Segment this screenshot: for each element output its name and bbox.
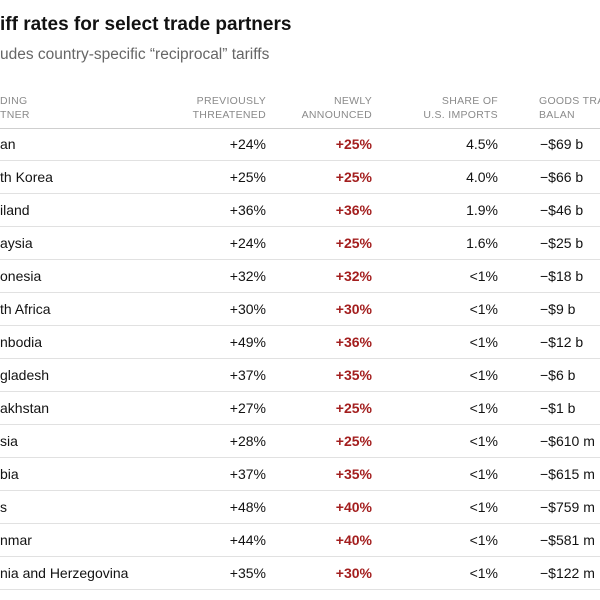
trade-balance: −$6 b bbox=[540, 367, 576, 383]
previous-rate: +44% bbox=[229, 532, 266, 548]
import-share: <1% bbox=[469, 499, 498, 515]
trade-balance: −$615 m bbox=[540, 466, 595, 482]
new-rate: +36% bbox=[335, 202, 372, 218]
new-rate: +30% bbox=[335, 301, 372, 317]
trade-balance: −$122 m bbox=[540, 565, 595, 581]
trade-balance: −$581 m bbox=[540, 532, 595, 548]
trade-balance: −$12 b bbox=[540, 334, 584, 350]
partner-name: akhstan bbox=[0, 400, 50, 416]
table-row: nmar +44% +40% <1% −$581 m bbox=[0, 524, 600, 557]
table-row: th Korea +25% +25% 4.0% −$66 b bbox=[0, 161, 600, 194]
table-title: iff rates for select trade partners bbox=[0, 14, 292, 35]
import-share: <1% bbox=[469, 433, 498, 449]
trade-balance: −$9 b bbox=[540, 301, 576, 317]
new-rate: +35% bbox=[335, 367, 372, 383]
table-body: an +24% +25% 4.5% −$69 b th Korea +25% +… bbox=[0, 128, 600, 590]
partner-name: an bbox=[0, 136, 16, 152]
import-share: <1% bbox=[469, 466, 498, 482]
header-divider bbox=[0, 128, 600, 129]
table-row: s +48% +40% <1% −$759 m bbox=[0, 491, 600, 524]
previous-rate: +49% bbox=[229, 334, 266, 350]
import-share: 1.9% bbox=[466, 202, 498, 218]
previous-rate: +27% bbox=[229, 400, 266, 416]
column-header-goods-trade-balance: GOODS TRA BALAN bbox=[539, 95, 600, 121]
column-header-trading-partner: DING TNER bbox=[0, 95, 30, 121]
partner-name: bia bbox=[0, 466, 19, 482]
partner-name: gladesh bbox=[0, 367, 50, 383]
partner-name: nmar bbox=[0, 532, 32, 548]
previous-rate: +37% bbox=[229, 466, 266, 482]
table-row: sia +28% +25% <1% −$610 m bbox=[0, 425, 600, 458]
table-row: an +24% +25% 4.5% −$69 b bbox=[0, 128, 600, 161]
previous-rate: +24% bbox=[229, 136, 266, 152]
previous-rate: +32% bbox=[229, 268, 266, 284]
trade-balance: −$1 b bbox=[540, 400, 576, 416]
previous-rate: +37% bbox=[229, 367, 266, 383]
new-rate: +25% bbox=[335, 235, 372, 251]
partner-name: aysia bbox=[0, 235, 33, 251]
partner-name: onesia bbox=[0, 268, 42, 284]
new-rate: +40% bbox=[335, 532, 372, 548]
trade-balance: −$18 b bbox=[540, 268, 584, 284]
table-row: gladesh +37% +35% <1% −$6 b bbox=[0, 359, 600, 392]
previous-rate: +25% bbox=[229, 169, 266, 185]
table-row: nbodia +49% +36% <1% −$12 b bbox=[0, 326, 600, 359]
table-row: onesia +32% +32% <1% −$18 b bbox=[0, 260, 600, 293]
partner-name: sia bbox=[0, 433, 18, 449]
column-header-previously-threatened: PREVIOUSLY THREATENED bbox=[192, 95, 266, 121]
partner-name: th Korea bbox=[0, 169, 53, 185]
import-share: <1% bbox=[469, 301, 498, 317]
table-row: iland +36% +36% 1.9% −$46 b bbox=[0, 194, 600, 227]
trade-balance: −$66 b bbox=[540, 169, 584, 185]
new-rate: +36% bbox=[335, 334, 372, 350]
new-rate: +25% bbox=[335, 136, 372, 152]
table-subtitle: udes country-specific “reciprocal” tarif… bbox=[0, 46, 270, 63]
column-header-newly-announced: NEWLY ANNOUNCED bbox=[301, 95, 372, 121]
new-rate: +40% bbox=[335, 499, 372, 515]
import-share: <1% bbox=[469, 367, 498, 383]
new-rate: +25% bbox=[335, 400, 372, 416]
previous-rate: +24% bbox=[229, 235, 266, 251]
column-header-share-of-imports: SHARE OF U.S. IMPORTS bbox=[423, 95, 498, 121]
new-rate: +25% bbox=[335, 433, 372, 449]
new-rate: +32% bbox=[335, 268, 372, 284]
table-row: th Africa +30% +30% <1% −$9 b bbox=[0, 293, 600, 326]
partner-name: nbodia bbox=[0, 334, 43, 350]
trade-balance: −$69 b bbox=[540, 136, 584, 152]
table-row: nia and Herzegovina +35% +30% <1% −$122 … bbox=[0, 557, 600, 590]
import-share: 4.5% bbox=[466, 136, 498, 152]
import-share: 4.0% bbox=[466, 169, 498, 185]
trade-balance: −$610 m bbox=[540, 433, 595, 449]
table-row: aysia +24% +25% 1.6% −$25 b bbox=[0, 227, 600, 260]
table-row: akhstan +27% +25% <1% −$1 b bbox=[0, 392, 600, 425]
partner-name: th Africa bbox=[0, 301, 51, 317]
import-share: <1% bbox=[469, 400, 498, 416]
new-rate: +30% bbox=[335, 565, 372, 581]
new-rate: +35% bbox=[335, 466, 372, 482]
import-share: <1% bbox=[469, 334, 498, 350]
table-row: bia +37% +35% <1% −$615 m bbox=[0, 458, 600, 491]
previous-rate: +30% bbox=[229, 301, 266, 317]
trade-balance: −$759 m bbox=[540, 499, 595, 515]
previous-rate: +28% bbox=[229, 433, 266, 449]
previous-rate: +48% bbox=[229, 499, 266, 515]
previous-rate: +35% bbox=[229, 565, 266, 581]
import-share: <1% bbox=[469, 532, 498, 548]
import-share: <1% bbox=[469, 565, 498, 581]
partner-name: nia and Herzegovina bbox=[0, 565, 129, 581]
import-share: <1% bbox=[469, 268, 498, 284]
previous-rate: +36% bbox=[229, 202, 266, 218]
new-rate: +25% bbox=[335, 169, 372, 185]
trade-balance: −$25 b bbox=[540, 235, 584, 251]
partner-name: iland bbox=[0, 202, 30, 218]
import-share: 1.6% bbox=[466, 235, 498, 251]
partner-name: s bbox=[0, 499, 7, 515]
trade-balance: −$46 b bbox=[540, 202, 584, 218]
